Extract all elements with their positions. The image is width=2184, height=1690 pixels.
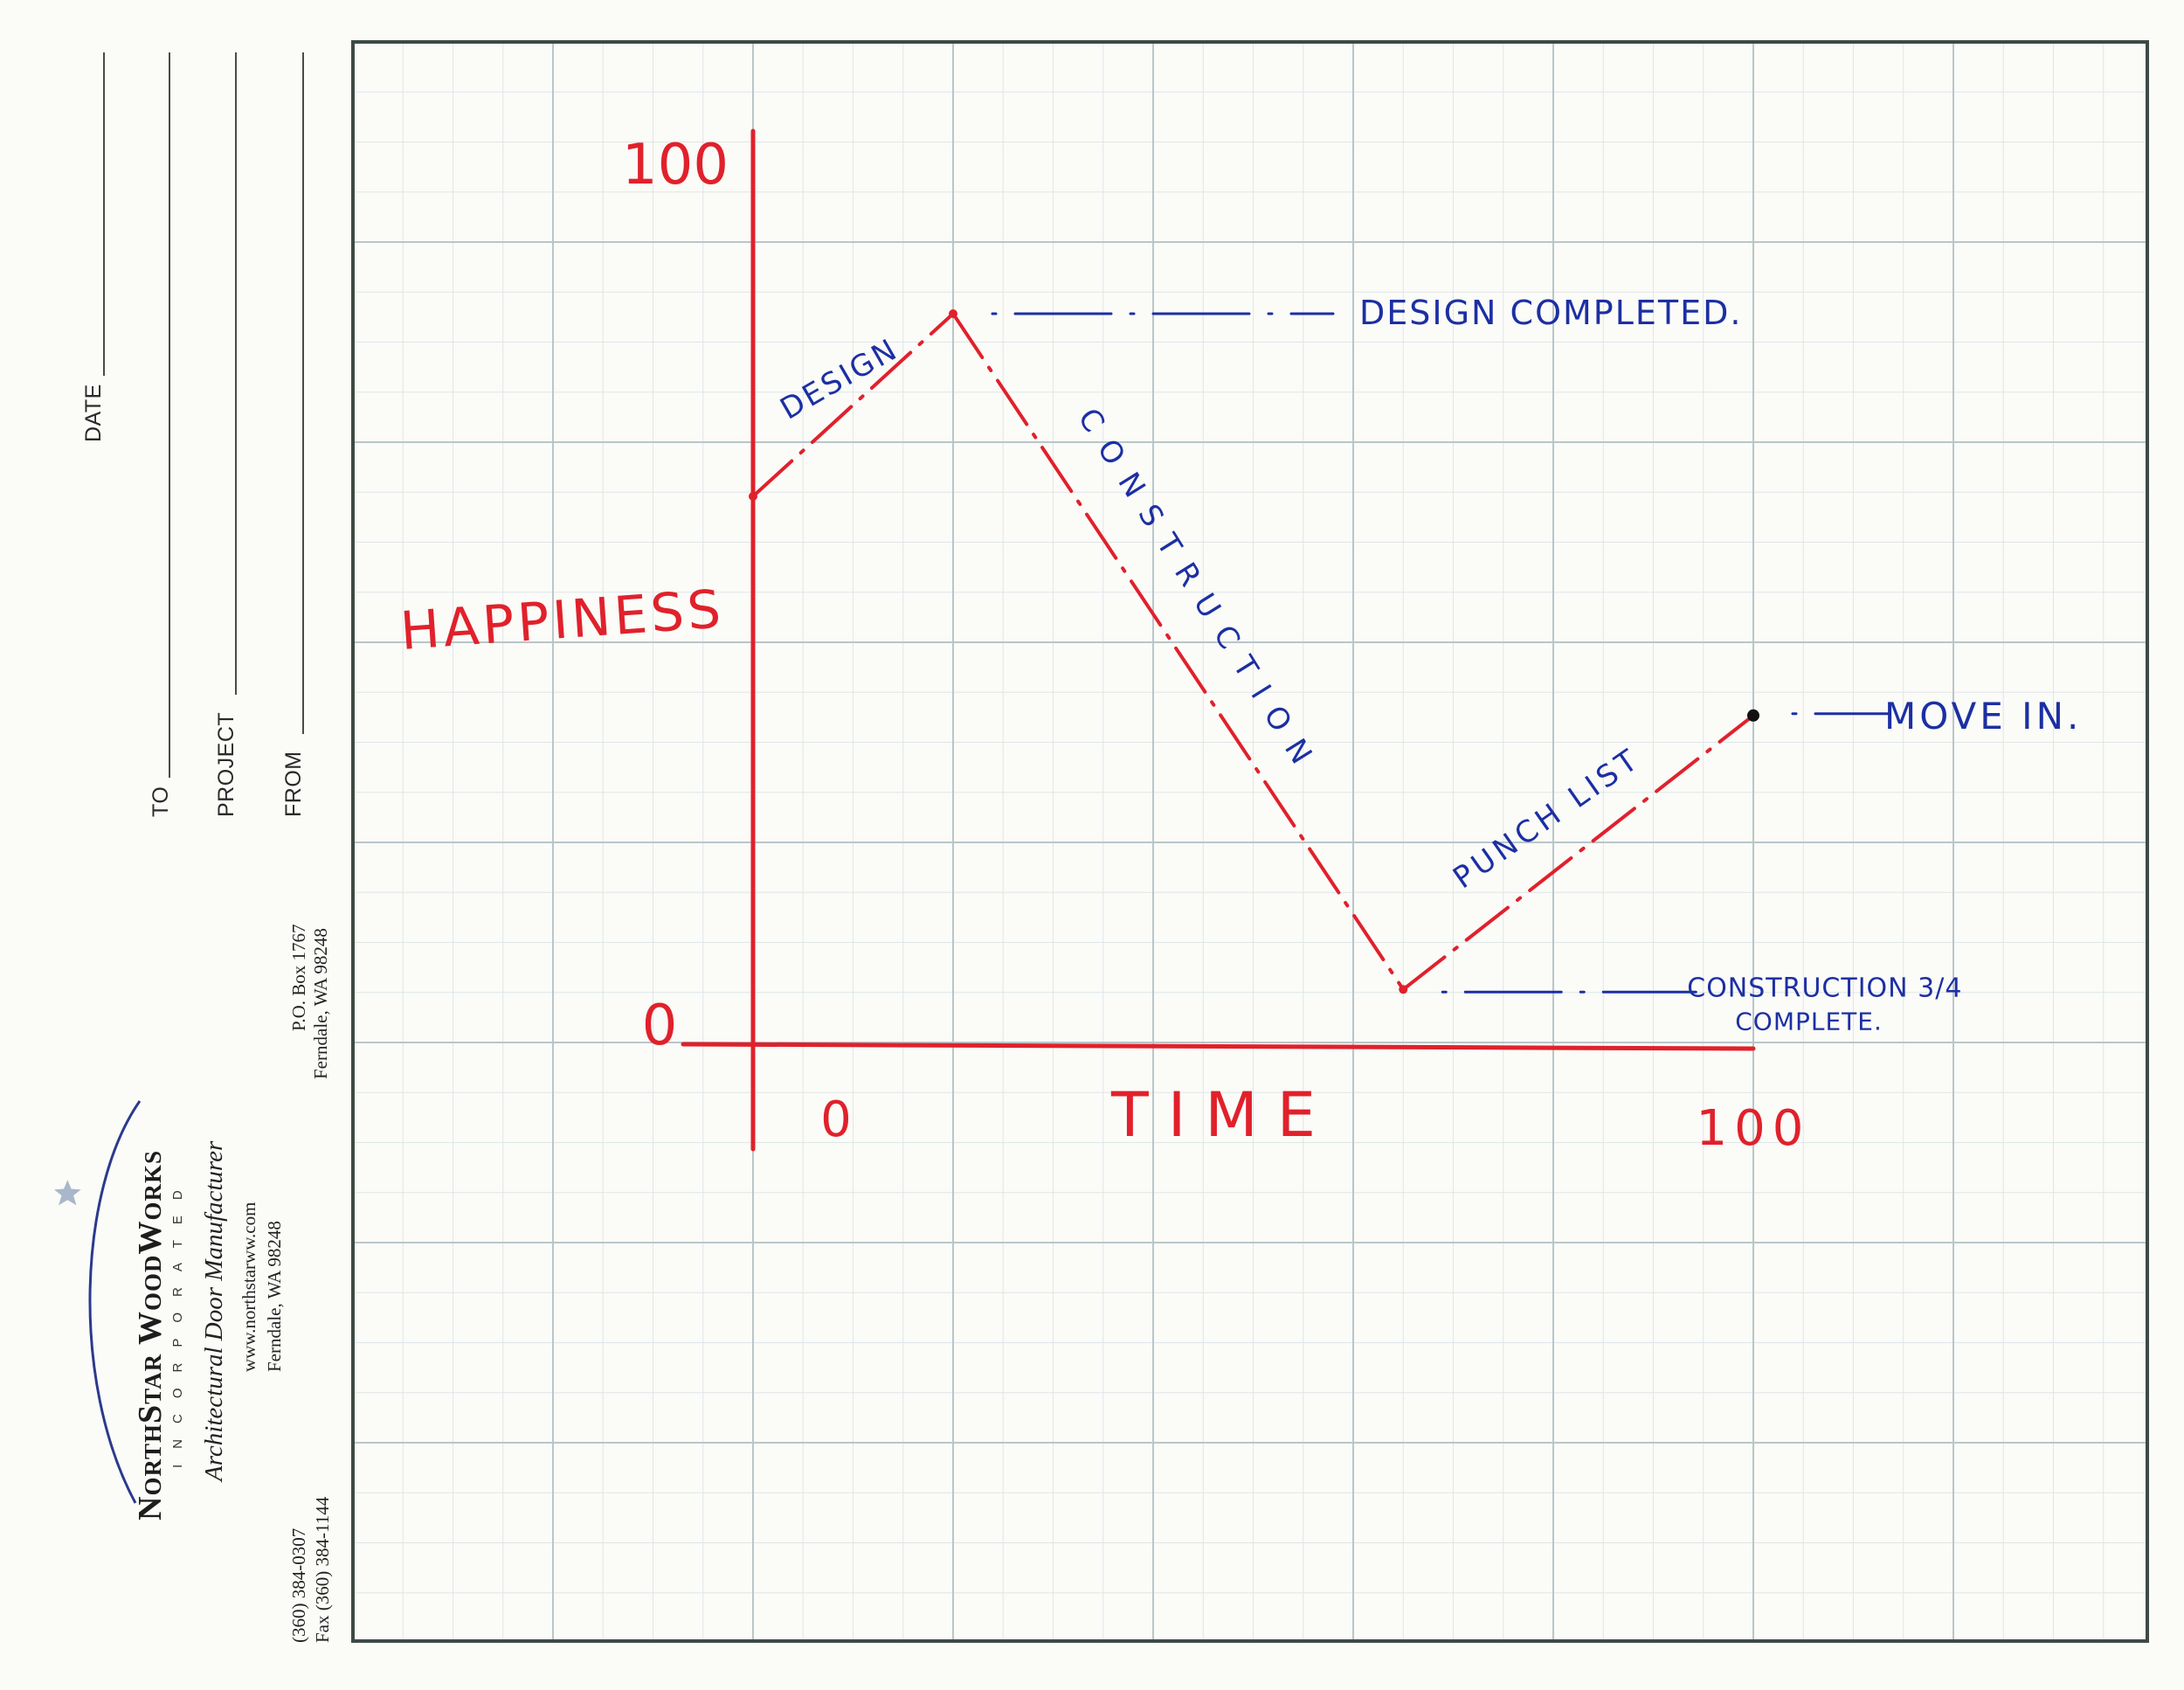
series-point (1747, 709, 1759, 722)
from-field-line[interactable] (302, 52, 304, 734)
annotation-label: MOVE IN. (1884, 695, 2082, 738)
star-swoosh-icon (54, 1100, 142, 1504)
series-point (949, 309, 957, 318)
annotation-label: DESIGN COMPLETED. (1359, 294, 1742, 332)
series-segment (751, 312, 955, 498)
segment-label: CONSTRUCTION (1071, 402, 1327, 783)
series-point (749, 492, 757, 501)
grid-border (351, 40, 2149, 1643)
date-field-line[interactable] (103, 52, 105, 376)
segment-label: DESIGN (774, 331, 904, 426)
y-tick-label-max: 100 (622, 133, 729, 197)
series-segment (951, 312, 1406, 992)
project-field-line[interactable] (235, 52, 237, 695)
leader-layer (991, 312, 1890, 994)
x-axis (681, 1042, 1756, 1051)
x-tick-label-max: 100 (1697, 1100, 1811, 1157)
series-segment (1401, 713, 1755, 992)
segment-label: PUNCH LIST (1447, 741, 1648, 896)
y-axis-label: HAPPINESS (398, 578, 726, 662)
x-tick-label-min: 0 (820, 1091, 852, 1148)
to-field-line[interactable] (169, 52, 170, 778)
axes (681, 128, 1756, 1152)
grid-major (353, 42, 2147, 1641)
annotation-label: CONSTRUCTION 3/4 (1687, 973, 1962, 1003)
label-layer: DESIGN CONSTRUCTION PUNCH LIST DESIGN COMPL… (774, 294, 2082, 1035)
series-layer (749, 309, 1759, 994)
y-tick-label-min: 0 (642, 994, 678, 1058)
x-axis-label: TIME (1110, 1079, 1335, 1151)
annotation-label: COMPLETE. (1735, 1007, 1883, 1035)
series-point (1399, 985, 1408, 994)
